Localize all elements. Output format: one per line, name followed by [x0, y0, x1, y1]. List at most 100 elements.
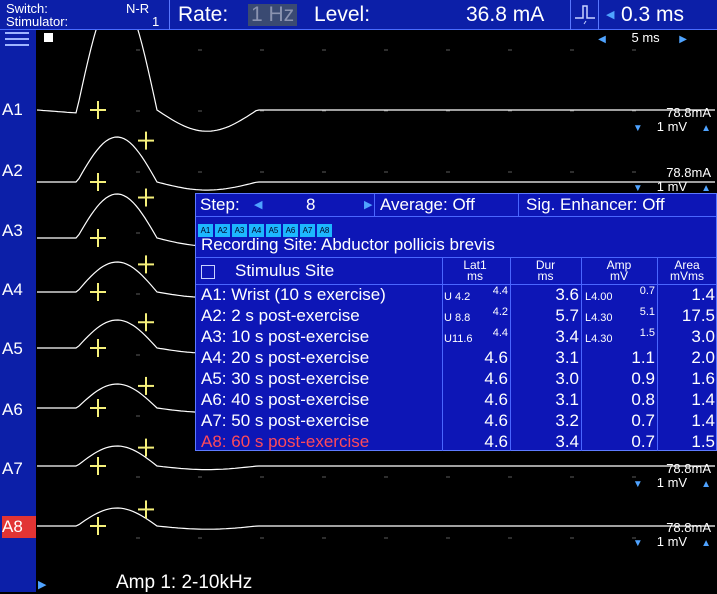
onset-cursor[interactable]: [90, 101, 106, 119]
rate-value[interactable]: 1 Hz: [248, 4, 298, 26]
peak-cursor[interactable]: [138, 438, 154, 457]
expand-arrow-icon[interactable]: ▶: [38, 579, 47, 591]
level-value[interactable]: 36.8 mA: [466, 3, 545, 26]
pulse-shape-icon[interactable]: [570, 0, 599, 30]
row-latency: 4.6: [442, 368, 508, 389]
header-stimulus-site: Stimulus Site: [235, 261, 335, 280]
row-duration: 3.4: [555, 327, 579, 346]
step-increase-icon[interactable]: ▶: [364, 199, 373, 211]
amplitude-value: 0.7: [631, 432, 655, 451]
latency-value: 4.6: [484, 390, 508, 409]
gain-down-arrow-icon[interactable]: ▼: [632, 123, 643, 134]
signal-enhancer-toggle[interactable]: Sig. Enhancer: Off: [526, 195, 665, 214]
channel-chip[interactable]: A8: [317, 224, 332, 237]
row-latency: 4.6: [442, 431, 508, 452]
channel-label-a8[interactable]: A8: [2, 516, 36, 538]
row-stimulus-site: A6: 40 s post-exercise: [201, 390, 370, 409]
switch-stimulator-box[interactable]: Switch: N-R Stimulator: 1: [0, 0, 170, 30]
top-toolbar: Switch: N-R Stimulator: 1 Rate: 1 Hz Lev…: [0, 0, 717, 30]
select-all-checkbox[interactable]: [201, 264, 215, 279]
recording-site: Recording Site: Abductor pollicis brevis: [201, 235, 495, 254]
channel-a1-gain: 1 mV: [656, 119, 688, 134]
stimulator-label: Stimulator:: [6, 14, 69, 29]
channel-chip[interactable]: A4: [249, 224, 264, 237]
gain-up-arrow-icon[interactable]: ▲: [701, 538, 711, 549]
latency-value: 4.4: [492, 327, 508, 339]
marker-square-icon: [44, 33, 53, 42]
channel-a8-gain: 1 mV: [656, 534, 688, 549]
gain-down-arrow-icon[interactable]: ▼: [632, 538, 643, 549]
peak-cursor[interactable]: [138, 188, 154, 207]
channel-chip[interactable]: A3: [232, 224, 247, 237]
channel-label-a1[interactable]: A1: [2, 100, 23, 119]
table-row[interactable]: A8: 60 s post-exercise 4.6 3.4 0.7 1.5: [196, 431, 716, 452]
channel-chip[interactable]: A2: [215, 224, 230, 237]
header-lat[interactable]: Lat1 ms: [463, 258, 487, 283]
scale-left-arrow-icon[interactable]: ◀: [598, 34, 606, 45]
waveform-trace-a2[interactable]: [37, 136, 715, 191]
header-amp[interactable]: Amp mV: [606, 258, 632, 283]
pulse-duration-box[interactable]: ◀ 0.3 ms: [600, 0, 717, 30]
onset-cursor[interactable]: [90, 457, 106, 475]
rate-level-box: Rate: 1 Hz Level: 36.8 mA: [170, 0, 570, 30]
peak-cursor[interactable]: [138, 313, 154, 332]
header-area[interactable]: Area mVms: [670, 258, 704, 283]
waveform-trace-a1[interactable]: [37, 30, 715, 132]
channel-label-a5[interactable]: A5: [2, 339, 23, 358]
channel-a8-stim: 78.8mA: [666, 520, 711, 535]
gain-up-arrow-icon[interactable]: ▲: [701, 183, 711, 194]
onset-cursor[interactable]: [90, 339, 106, 357]
header-dur[interactable]: Dur ms: [535, 258, 556, 283]
channel-chip[interactable]: A6: [283, 224, 298, 237]
row-stimulus-site: A5: 30 s post-exercise: [201, 369, 370, 388]
channel-label-a7[interactable]: A7: [2, 459, 23, 478]
row-latency: U11.6 4.4: [442, 326, 508, 347]
onset-cursor[interactable]: [90, 173, 106, 191]
waveform-trace-a7[interactable]: [37, 445, 715, 471]
table-row[interactable]: A2: 2 s post-exercise U 8.8 4.2 5.7 L4.30 5.1…: [196, 305, 716, 326]
table-row[interactable]: A6: 40 s post-exercise 4.6 3.1 0.8 1.4: [196, 389, 716, 410]
amplitude-marker: L4.30: [585, 312, 613, 324]
panel-options-row: Step: ◀ 8 ▶ Average: Off Sig. Enhancer: …: [196, 194, 716, 217]
gain-up-arrow-icon[interactable]: ▲: [701, 479, 711, 490]
onset-cursor[interactable]: [90, 517, 106, 535]
channel-label-a4[interactable]: A4: [2, 280, 23, 299]
channel-a1-stim: 78.8mA: [666, 105, 711, 120]
table-row[interactable]: A3: 10 s post-exercise U11.6 4.4 3.4 L4.30 1.…: [196, 326, 716, 347]
gain-down-arrow-icon[interactable]: ▼: [632, 479, 643, 490]
onset-cursor[interactable]: [90, 229, 106, 247]
row-amplitude: 0.8: [583, 389, 655, 410]
row-stimulus-site: A7: 50 s post-exercise: [201, 411, 370, 430]
latency-marker: U11.6: [444, 333, 473, 345]
row-duration: 5.7: [555, 306, 579, 325]
menu-icon[interactable]: [5, 32, 29, 46]
gain-up-arrow-icon[interactable]: ▲: [701, 123, 711, 134]
row-amplitude: 1.1: [583, 347, 655, 368]
waveform-trace-a8[interactable]: [37, 507, 715, 530]
channel-label-a2[interactable]: A2: [2, 161, 23, 180]
peak-cursor[interactable]: [138, 131, 154, 150]
table-row[interactable]: A1: Wrist (10 s exercise) U 4.2 4.4 3.6 L4.0…: [196, 284, 716, 305]
step-decrease-icon[interactable]: ◀: [254, 199, 263, 211]
gain-down-arrow-icon[interactable]: ▼: [632, 183, 643, 194]
channel-chip[interactable]: A5: [266, 224, 281, 237]
step-value[interactable]: 8: [306, 195, 316, 214]
channel-sidebar: [0, 30, 36, 592]
channel-label-a6[interactable]: A6: [2, 400, 23, 419]
peak-cursor[interactable]: [138, 255, 154, 274]
channel-chip[interactable]: A1: [198, 224, 213, 237]
onset-cursor[interactable]: [90, 399, 106, 417]
table-row[interactable]: A7: 50 s post-exercise 4.6 3.2 0.7 1.4: [196, 410, 716, 431]
table-row[interactable]: A4: 20 s post-exercise 4.6 3.1 1.1 2.0: [196, 347, 716, 368]
onset-cursor[interactable]: [90, 283, 106, 301]
row-area: 1.6: [691, 369, 715, 388]
channel-chip[interactable]: A7: [300, 224, 315, 237]
decrease-arrow-icon[interactable]: ◀: [606, 9, 615, 21]
table-row[interactable]: A5: 30 s post-exercise 4.6 3.0 0.9 1.6: [196, 368, 716, 389]
scale-right-arrow-icon[interactable]: ▶: [679, 34, 687, 45]
peak-cursor[interactable]: [138, 376, 154, 395]
channel-label-a3[interactable]: A3: [2, 221, 23, 240]
average-toggle[interactable]: Average: Off: [380, 195, 475, 214]
channel-a7-scale: 78.8mA ▼ 1 mV ▲: [633, 462, 711, 492]
peak-cursor[interactable]: [138, 500, 154, 519]
